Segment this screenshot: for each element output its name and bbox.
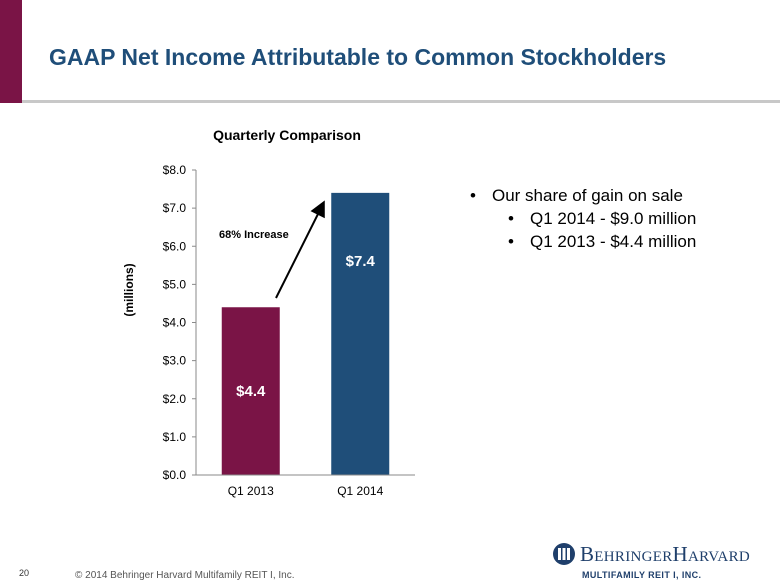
sub-bullet-text: Q1 2013 - $4.4 million (530, 232, 697, 251)
logo-subtitle: MULTIFAMILY REIT I, INC. (582, 570, 702, 580)
bullet-list: • Our share of gain on sale • Q1 2014 - … (470, 184, 770, 253)
sub-bullet-item: • Q1 2013 - $4.4 million (508, 230, 770, 253)
copyright-text: © 2014 Behringer Harvard Multifamily REI… (75, 570, 295, 581)
x-tick-label: Q1 2014 (337, 484, 383, 498)
page-number: 20 (19, 568, 30, 578)
y-tick-label: $5.0 (163, 277, 187, 291)
slide-title: GAAP Net Income Attributable to Common S… (49, 44, 667, 70)
y-axis: $0.0 $1.0 $2.0 $3.0 $4.0 $5.0 $6.0 $7.0 $8.0 (163, 163, 196, 482)
x-tick-label: Q1 2013 (228, 484, 274, 498)
bullet-text: Our share of gain on sale (492, 186, 683, 205)
accent-stripe (0, 0, 22, 103)
bars: $4.4 $7.4 (221, 192, 390, 475)
sub-bullet-text: Q1 2014 - $9.0 million (530, 209, 697, 228)
title-divider (22, 100, 780, 103)
bullet-icon: • (508, 232, 514, 251)
bh-logo-icon (553, 543, 575, 565)
y-tick-label: $1.0 (163, 430, 187, 444)
bar-q1-2014 (331, 192, 390, 475)
y-tick-label: $0.0 (163, 468, 187, 482)
bar-data-label: $7.4 (346, 253, 376, 270)
bullet-icon: • (470, 186, 476, 205)
x-axis: Q1 2013 Q1 2014 (228, 484, 384, 498)
logo-name: BehringerHarvard (580, 542, 751, 566)
increase-arrow (275, 200, 325, 299)
company-logo: BehringerHarvard MULTIFAMILY REIT I, INC… (552, 540, 767, 582)
sub-bullet-item: • Q1 2014 - $9.0 million (508, 207, 770, 230)
y-tick-label: $7.0 (163, 201, 187, 215)
y-tick-label: $3.0 (163, 354, 187, 368)
y-tick-label: $6.0 (163, 239, 187, 253)
increase-annotation: 68% Increase (219, 229, 289, 241)
y-tick-label: $8.0 (163, 163, 187, 177)
chart-title: Quarterly Comparison (213, 127, 361, 143)
bullet-icon: • (508, 209, 514, 228)
bar-data-label: $4.4 (236, 383, 266, 400)
y-axis-label: (millions) (122, 263, 136, 316)
bar-q1-2013 (221, 307, 280, 475)
y-tick-label: $2.0 (163, 392, 187, 406)
bullet-item: • Our share of gain on sale (470, 184, 770, 207)
y-tick-label: $4.0 (163, 316, 187, 330)
